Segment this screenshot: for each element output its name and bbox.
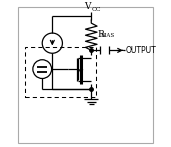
Text: CC: CC [92,7,102,12]
Text: OUTPUT: OUTPUT [126,46,157,55]
Text: V: V [84,2,91,11]
Text: R: R [98,30,104,39]
Text: BIAS: BIAS [101,34,115,39]
Bar [25,47,96,97]
